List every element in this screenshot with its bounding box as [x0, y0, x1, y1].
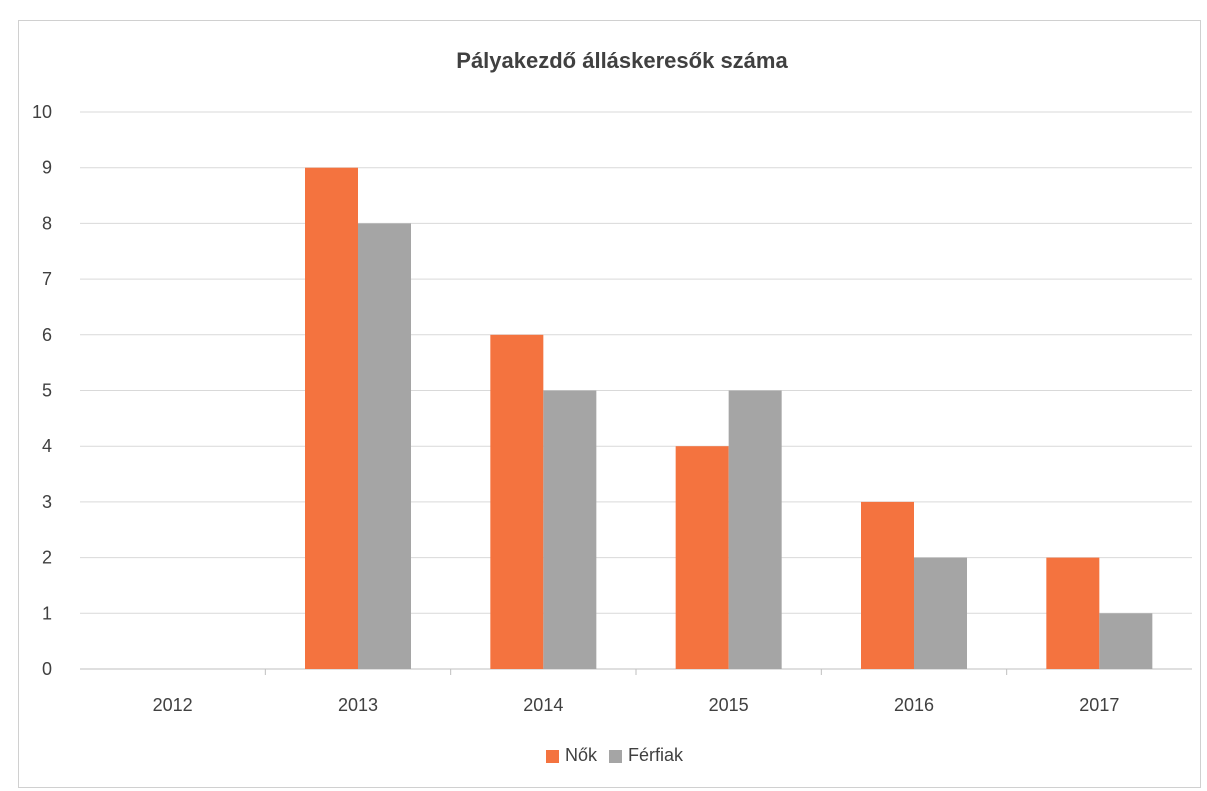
- chart-title: Pályakezdő álláskeresők száma: [456, 48, 788, 73]
- y-tick-label: 3: [42, 492, 52, 512]
- bars: [305, 168, 1152, 669]
- x-tick-label: 2012: [153, 695, 193, 715]
- y-tick-label: 8: [42, 213, 52, 233]
- legend-label-1: Nők: [565, 745, 598, 765]
- bar-2014-series-1: [490, 335, 543, 669]
- y-tick-label: 7: [42, 269, 52, 289]
- y-tick-label: 1: [42, 603, 52, 623]
- y-tick-label: 10: [32, 102, 52, 122]
- bar-2016-series-1: [861, 502, 914, 669]
- bar-2015-series-2: [729, 391, 782, 670]
- bar-2015-series-1: [676, 446, 729, 669]
- bar-2017-series-2: [1099, 613, 1152, 669]
- x-tick-label: 2015: [709, 695, 749, 715]
- y-tick-label: 4: [42, 436, 52, 456]
- x-tick-label: 2014: [523, 695, 563, 715]
- bar-2013-series-1: [305, 168, 358, 669]
- x-tick-label: 2013: [338, 695, 378, 715]
- y-tick-label: 0: [42, 659, 52, 679]
- x-axis: 2012 2013 2014 2015 2016 2017: [153, 669, 1120, 715]
- legend-swatch-2: [609, 750, 622, 763]
- legend-swatch-1: [546, 750, 559, 763]
- bar-2014-series-2: [543, 391, 596, 670]
- y-tick-label: 6: [42, 325, 52, 345]
- bar-2016-series-2: [914, 558, 967, 669]
- bar-2013-series-2: [358, 223, 411, 669]
- legend-label-2: Férfiak: [628, 745, 684, 765]
- bar-2017-series-1: [1046, 558, 1099, 669]
- y-tick-label: 2: [42, 548, 52, 568]
- y-tick-label: 5: [42, 381, 52, 401]
- x-tick-label: 2016: [894, 695, 934, 715]
- legend: Nők Férfiak: [546, 745, 684, 765]
- y-axis: 0 1 2 3 4 5 6 7 8 9 10: [32, 102, 52, 679]
- x-tick-label: 2017: [1079, 695, 1119, 715]
- y-tick-label: 9: [42, 158, 52, 178]
- gridlines: [80, 112, 1192, 669]
